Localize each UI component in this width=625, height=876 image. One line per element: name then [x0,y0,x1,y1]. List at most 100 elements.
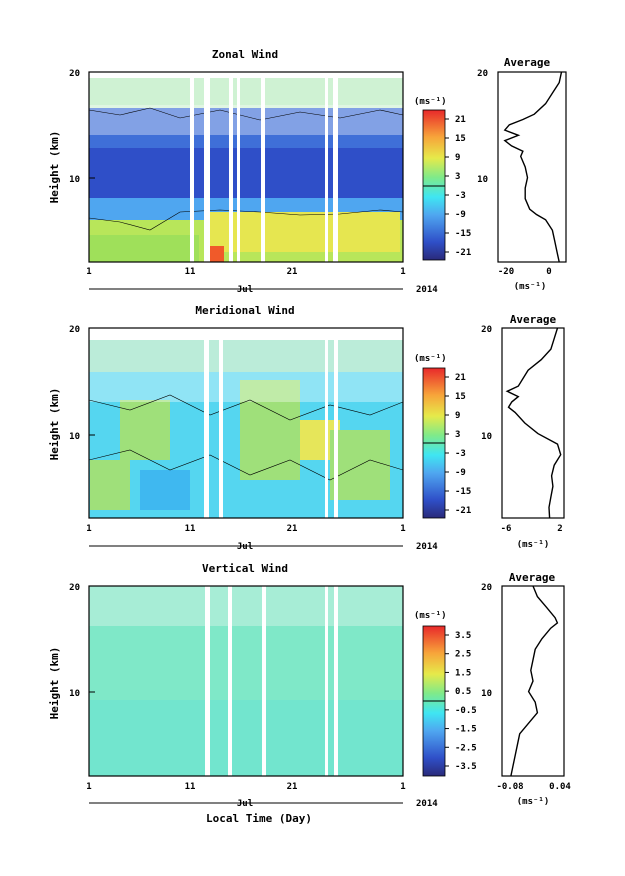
profile-y-tick: 10 [481,689,492,699]
x-tick-label: 1 [400,267,405,277]
colorbar-tick-label: -21 [455,506,471,516]
panel-title: Meridional Wind [195,304,294,317]
colorbar-unit: (ms⁻¹) [414,354,447,364]
y-tick-label: 20 [69,325,80,335]
colorbar-tick-label: -0.5 [455,706,477,716]
profile-x-tick: -6 [501,524,512,534]
colorbar-tick-label: -2.5 [455,743,477,753]
panel-vertical: Vertical Wind 20 10 Height (km) 1 11 21 … [48,562,571,825]
x-tick-label: 21 [287,782,298,792]
panel-zonal: Zonal Wind 20 [48,48,567,295]
average-profile: Average 20 10 -0.08 0.04 (ms⁻¹) [481,571,571,807]
data-gaps [190,72,338,262]
average-profile: Average 20 10 -6 2 (ms⁻¹) [481,313,565,550]
colorbar-tick-label: -3 [455,449,466,459]
data-gaps [205,586,338,776]
y-ticks: 20 10 [69,325,95,442]
colorbar-tick-label: 21 [455,115,466,125]
x-tick-label: 11 [185,782,196,792]
profile-x-label: (ms⁻¹) [514,282,547,292]
x-tick-label: 11 [185,524,196,534]
year-label: 2014 [416,285,438,295]
y-tick-label: 20 [69,583,80,593]
profile-y-tick: 10 [477,175,488,185]
colorbar-tick-label: 9 [455,411,460,421]
x-ticks: 1 11 21 1 [86,524,405,534]
colorbar-unit: (ms⁻¹) [414,97,447,107]
profile-x-tick: 0.04 [549,782,571,792]
colorbar: (ms⁻¹) 21 15 9 3 -3 -9 -15 -21 [414,354,471,519]
y-axis-label: Height (km) [48,388,61,461]
y-tick-label: 10 [69,175,80,185]
x-tick-label: 21 [287,267,298,277]
y-ticks: 20 10 [69,69,95,185]
year-label: 2014 [416,799,438,809]
panel-title: Zonal Wind [212,48,278,61]
colorbar-unit: (ms⁻¹) [414,611,447,621]
colorbar-tick-label: 3 [455,430,460,440]
colorbar-tick-label: 3.5 [455,631,471,641]
colorbar-tick-label: -15 [455,229,471,239]
x-ticks: 1 11 21 1 [86,267,405,277]
profile-x-label: (ms⁻¹) [517,540,550,550]
colorbar-tick-label: 15 [455,134,466,144]
colorbar-tick-label: -21 [455,248,471,258]
panel-title: Vertical Wind [202,562,288,575]
profile-y-tick: 20 [481,325,492,335]
y-tick-label: 10 [69,432,80,442]
colorbar: (ms⁻¹) 21 15 9 3 -3 -9 -15 -21 [414,97,471,261]
colorbar-tick-label: 15 [455,392,466,402]
profile-y-tick: 10 [481,432,492,442]
colorbar-tick-label: -15 [455,487,471,497]
profile-y-tick: 20 [481,583,492,593]
colorbar-tick-label: -3 [455,191,466,201]
x-tick-label: 11 [185,267,196,277]
heatmap-field [88,72,404,262]
month-label: Jul [237,799,253,809]
panel-meridional: Meridional Wind 20 10 H [48,304,565,552]
y-axis-label: Height (km) [48,131,61,204]
colorbar-tick-label: -9 [455,468,466,478]
y-axis-label: Height (km) [48,647,61,720]
colorbar-tick-label: -9 [455,210,466,220]
heatmap-field [89,586,403,776]
profile-title: Average [510,313,557,326]
plot-frame [88,327,404,519]
x-tick-label: 1 [400,524,405,534]
profile-line [505,327,562,519]
profile-line [503,71,563,263]
year-label: 2014 [416,542,438,552]
x-tick-label: 21 [287,524,298,534]
x-ticks: 1 11 21 1 [86,782,405,792]
profile-x-tick: -20 [498,267,514,277]
heatmap-field [88,328,404,518]
x-axis-label: Local Time (Day) [206,812,312,825]
colorbar-tick-label: 3 [455,172,460,182]
colorbar-tick-label: 21 [455,373,466,383]
x-tick-label: 1 [86,782,91,792]
plot-frame [88,585,404,777]
colorbar-tick-label: 1.5 [455,668,471,678]
x-tick-label: 1 [86,267,91,277]
colorbar-tick-label: 0.5 [455,687,471,697]
profile-x-tick: 0 [546,267,551,277]
data-gaps [204,328,338,518]
profile-x-label: (ms⁻¹) [517,797,550,807]
profile-y-tick: 20 [477,69,488,79]
x-tick-label: 1 [86,524,91,534]
colorbar: (ms⁻¹) 3.5 2.5 1.5 0.5 -0.5 -1.5 -2.5 -3.5 [414,611,477,777]
profile-title: Average [509,571,556,584]
profile-line [510,585,559,777]
x-tick-label: 1 [400,782,405,792]
profile-x-tick: -0.08 [496,782,523,792]
y-tick-label: 10 [69,689,80,699]
profile-x-tick: 2 [557,524,562,534]
colorbar-tick-label: -3.5 [455,762,477,772]
y-ticks: 20 10 [69,583,95,699]
colorbar-tick-label: 9 [455,153,460,163]
average-profile: Average 20 10 -20 0 (ms⁻¹) [477,56,567,292]
profile-title: Average [504,56,551,69]
colorbar-tick-label: 2.5 [455,650,471,660]
plot-frame [88,71,404,263]
y-tick-label: 20 [69,69,80,79]
